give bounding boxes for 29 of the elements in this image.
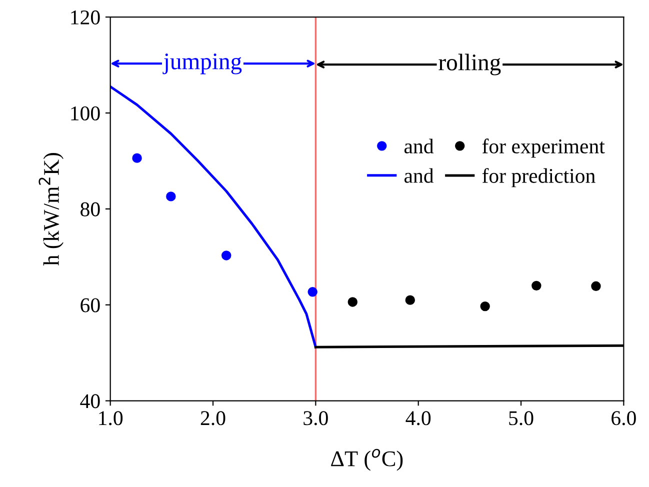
point bbox=[166, 192, 176, 202]
y-tick-label: 60 bbox=[80, 298, 100, 312]
point bbox=[532, 280, 542, 291]
x-tick-label: 6.0 bbox=[612, 411, 636, 426]
line-series bbox=[110, 85, 317, 348]
point bbox=[591, 281, 601, 292]
point bbox=[132, 153, 142, 163]
x-tick-label: 5.0 bbox=[509, 411, 534, 426]
annotation: rolling bbox=[438, 54, 501, 76]
legend-label: and bbox=[404, 138, 434, 154]
y-tick-label: 100 bbox=[71, 106, 100, 120]
y-axis-title: h (kW/m$^{2}$K) bbox=[38, 153, 64, 266]
x-tick-label: 1.0 bbox=[99, 411, 123, 426]
point bbox=[480, 301, 490, 312]
y-tick-label: 80 bbox=[80, 202, 100, 216]
point bbox=[308, 287, 318, 297]
y-tick-label: 120 bbox=[71, 10, 100, 24]
legend-label: and bbox=[404, 168, 434, 183]
legend-label: for prediction bbox=[482, 168, 596, 188]
point bbox=[405, 295, 415, 305]
x-tick-label: 4.0 bbox=[406, 411, 431, 426]
y-tick-label: 40 bbox=[80, 394, 100, 408]
point bbox=[348, 297, 358, 307]
x-tick-label: 2.0 bbox=[200, 411, 226, 426]
point bbox=[221, 250, 232, 260]
legend-label: for experiment bbox=[482, 138, 605, 158]
x-tick-label: 3.0 bbox=[304, 411, 328, 426]
x-axis-title: ΔT ($^{o}$C) bbox=[331, 448, 403, 471]
annotation: jumping bbox=[162, 54, 242, 74]
